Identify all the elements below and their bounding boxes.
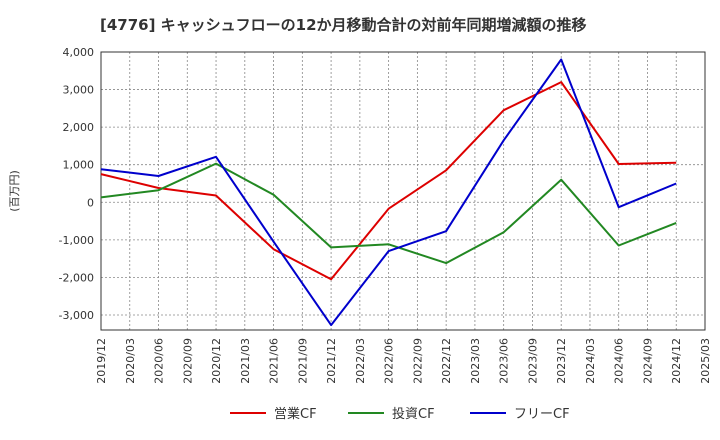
series-lines [100,58,677,327]
x-tick-label: 2021/06 [268,338,281,384]
y-tick-label: -3,000 [59,309,94,322]
x-tick-label: 2023/03 [469,338,482,384]
series-line-3 [100,58,677,327]
x-tick-label: 2020/09 [181,338,194,384]
y-tick-label: 4,000 [63,46,95,59]
grid [100,51,706,330]
x-tick-label: 2022/06 [383,338,396,384]
y-tick-label: -2,000 [59,271,94,284]
y-axis-label: (百万円) [8,170,21,212]
x-tick-label: 2020/12 [210,338,223,384]
x-tick-label: 2021/09 [296,338,309,384]
y-tick-label: -1,000 [59,234,94,247]
x-tick-label: 2024/12 [670,338,683,384]
y-axis: 4,000 3,000 2,000 1,000 0 -1,000 -2,000 -3,000 [59,46,94,322]
y-tick-label: 1,000 [63,159,95,172]
x-tick-label: 2020/06 [153,338,166,384]
x-axis: 2019/12 2020/03 2020/06 2020/09 2020/12 2021/… [95,338,712,384]
chart-title: [4776] キャッシュフローの12か月移動合計の対前年同期増減額の推移 [100,16,587,34]
plot-frame [100,51,706,331]
x-tick-label: 2022/03 [354,338,367,384]
x-tick-label: 2023/06 [498,338,511,384]
y-tick-label: 3,000 [63,84,95,97]
legend-label: フリーCF [514,407,570,422]
series-line-2 [100,162,677,265]
x-tick-label: 2019/12 [95,338,108,384]
x-tick-label: 2025/03 [699,338,712,384]
x-tick-label: 2021/03 [239,338,252,384]
y-tick-label: 2,000 [63,121,95,134]
y-tick-label: 0 [87,196,94,209]
legend-label: 投資CF [392,406,435,422]
x-tick-label: 2023/09 [526,338,539,384]
x-tick-label: 2021/12 [325,338,338,384]
legend: 営業CF 投資CF フリーCF [230,406,570,422]
x-tick-label: 2022/12 [440,338,453,384]
x-tick-label: 2020/03 [124,338,137,384]
x-tick-label: 2024/06 [613,338,626,384]
x-tick-label: 2023/12 [555,338,568,384]
x-tick-label: 2024/09 [641,338,654,384]
x-tick-label: 2022/09 [411,338,424,384]
x-tick-label: 2024/03 [584,338,597,384]
legend-label: 営業CF [274,406,317,422]
